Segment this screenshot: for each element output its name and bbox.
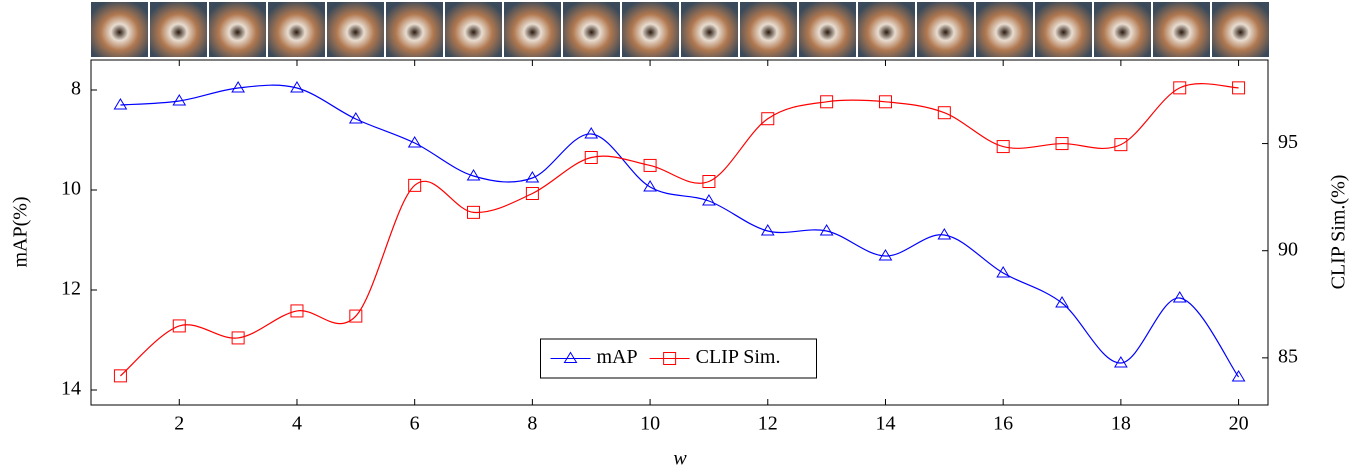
marker	[937, 228, 952, 240]
x-tick-label: 4	[292, 413, 302, 435]
legend-label: mAP	[597, 346, 638, 368]
marker	[819, 224, 834, 236]
thumbnail	[917, 2, 974, 57]
thumbnail	[1212, 2, 1269, 57]
marker	[1232, 81, 1246, 95]
thumbnail	[445, 2, 502, 57]
marker	[408, 178, 422, 192]
thumbnail	[1035, 2, 1092, 57]
marker	[937, 106, 951, 120]
legend-marker	[563, 351, 578, 363]
x-tick-label: 18	[1111, 413, 1131, 435]
thumbnail	[91, 2, 148, 57]
marker	[820, 95, 834, 109]
x-tick-label: 12	[758, 413, 778, 435]
marker	[584, 127, 599, 139]
marker	[113, 98, 128, 110]
thumbnail	[563, 2, 620, 57]
marker	[1055, 137, 1069, 151]
x-tick-label: 14	[875, 413, 895, 435]
marker	[996, 266, 1011, 278]
marker	[525, 187, 539, 200]
marker	[407, 136, 422, 148]
marker	[643, 158, 657, 172]
marker	[1113, 356, 1128, 368]
marker	[172, 94, 187, 106]
thumbnail	[268, 2, 325, 57]
x-tick-label: 16	[993, 413, 1013, 435]
marker	[349, 309, 363, 323]
x-tick-label: 6	[410, 413, 420, 435]
x-tick-label: 10	[640, 413, 660, 435]
marker	[231, 81, 246, 93]
thumbnail	[150, 2, 207, 57]
marker	[584, 151, 598, 164]
thumbnail	[858, 2, 915, 57]
marker	[172, 319, 186, 333]
thumbnail	[976, 2, 1033, 57]
marker	[231, 331, 245, 345]
y2-tick-label: 90	[1278, 238, 1298, 260]
marker	[290, 304, 304, 318]
marker	[1231, 370, 1246, 382]
marker	[1172, 291, 1187, 303]
thumbnail	[622, 2, 679, 57]
thumbnail	[681, 2, 738, 57]
thumbnail	[386, 2, 443, 57]
marker	[466, 169, 481, 181]
marker	[878, 249, 893, 261]
marker	[1114, 138, 1128, 152]
marker	[643, 180, 657, 192]
plot-frame	[90, 59, 1269, 406]
y-tick-label: 8	[71, 78, 81, 100]
legend-marker	[663, 352, 677, 365]
marker	[467, 205, 481, 219]
y-axis-label: mAP(%)	[10, 196, 32, 267]
marker	[113, 369, 127, 383]
y-tick-label: 12	[61, 278, 81, 300]
thumbnail	[1094, 2, 1151, 57]
x-tick-label: 2	[174, 413, 184, 435]
y-tick-label: 14	[61, 378, 81, 400]
marker	[1173, 81, 1187, 95]
marker	[290, 81, 304, 93]
marker	[525, 171, 540, 183]
marker	[996, 140, 1010, 154]
y2-axis-label: CLIP Sim.(%)	[1328, 175, 1350, 290]
thumbnail-strip	[91, 2, 1269, 57]
y-tick-label: 10	[61, 178, 81, 200]
marker	[702, 175, 716, 188]
y2-tick-label: 95	[1278, 131, 1298, 153]
legend-label: CLIP Sim.	[696, 346, 781, 368]
x-tick-label: 20	[1229, 413, 1249, 435]
series-line	[120, 84, 1240, 378]
y2-tick-label: 85	[1278, 345, 1298, 367]
marker	[761, 112, 775, 126]
marker	[702, 194, 716, 206]
thumbnail	[740, 2, 797, 57]
marker	[1055, 296, 1069, 308]
thumbnail	[209, 2, 266, 57]
thumbnail	[799, 2, 856, 57]
x-axis-label: w	[673, 448, 687, 470]
marker	[760, 224, 775, 236]
thumbnail	[327, 2, 384, 57]
thumbnail	[1153, 2, 1210, 57]
series-line	[120, 83, 1239, 377]
marker	[878, 95, 892, 109]
x-tick-label: 8	[527, 413, 537, 435]
thumbnail	[504, 2, 561, 57]
marker	[348, 112, 363, 124]
